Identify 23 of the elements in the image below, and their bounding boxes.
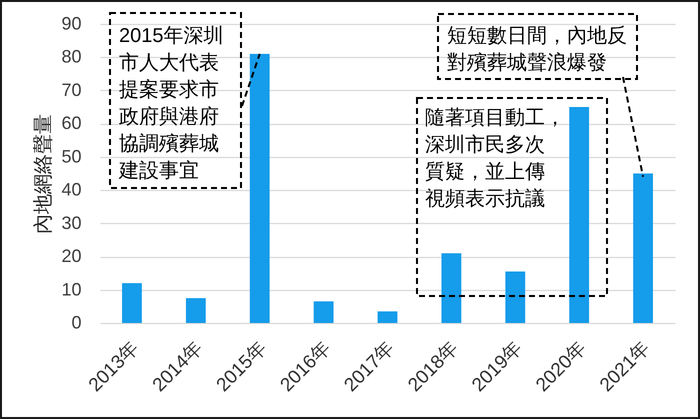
- y-tick-label: 10: [61, 279, 82, 300]
- bar: [378, 311, 398, 323]
- y-tick-label: 40: [61, 180, 82, 200]
- y-tick-label: 0: [71, 312, 82, 332]
- bar: [250, 54, 270, 323]
- y-tick-label: 70: [61, 80, 82, 100]
- annotation: 短短數日間，內地反對殯葬城聲浪爆發: [447, 25, 627, 74]
- bar: [505, 272, 526, 323]
- y-tick-label: 50: [61, 146, 82, 166]
- bar: [314, 301, 334, 323]
- bar: [122, 283, 142, 323]
- bar: [186, 298, 206, 323]
- y-axis-title: 內地網絡聲量: [32, 114, 54, 234]
- y-tick-label: 80: [61, 46, 82, 67]
- bar: [569, 107, 590, 323]
- y-tick-label: 60: [61, 113, 82, 134]
- y-tick-label: 20: [61, 246, 82, 266]
- bar: [633, 174, 653, 323]
- y-tick-label: 30: [61, 212, 82, 233]
- y-tick-label: 90: [61, 14, 82, 34]
- annotation: 2015年深圳市人大代表提案要求市政府與港府協調殯葬城建設事宜: [118, 25, 224, 182]
- bar: [441, 253, 462, 323]
- annotation: 隨著項目動工，深圳市民多次質疑，並上傳視頻表示抗議: [425, 107, 565, 210]
